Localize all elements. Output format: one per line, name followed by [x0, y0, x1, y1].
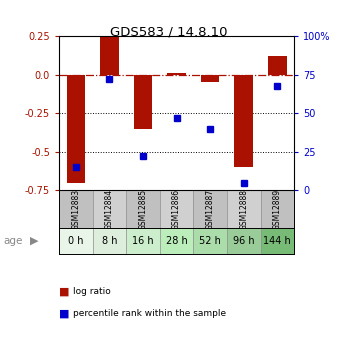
- Text: 16 h: 16 h: [132, 236, 154, 246]
- Text: age: age: [3, 236, 23, 246]
- Text: 8 h: 8 h: [102, 236, 117, 246]
- Text: GSM12889: GSM12889: [273, 188, 282, 230]
- Text: 144 h: 144 h: [263, 236, 291, 246]
- Text: 0 h: 0 h: [68, 236, 84, 246]
- Bar: [67, 75, 85, 183]
- Text: 96 h: 96 h: [233, 236, 255, 246]
- Text: GSM12886: GSM12886: [172, 188, 181, 230]
- Bar: [59, 190, 93, 228]
- Bar: [193, 190, 227, 228]
- Text: GSM12883: GSM12883: [71, 188, 80, 230]
- Bar: [261, 190, 294, 228]
- Bar: [227, 190, 261, 228]
- Text: log ratio: log ratio: [73, 287, 111, 296]
- Text: GSM12888: GSM12888: [239, 189, 248, 229]
- Text: GSM12885: GSM12885: [139, 188, 148, 230]
- Bar: [160, 190, 193, 228]
- Bar: [93, 190, 126, 228]
- Bar: [227, 228, 261, 254]
- Bar: [201, 75, 219, 82]
- Text: ■: ■: [59, 309, 70, 319]
- Text: 28 h: 28 h: [166, 236, 188, 246]
- Text: GSM12884: GSM12884: [105, 188, 114, 230]
- Text: percentile rank within the sample: percentile rank within the sample: [73, 309, 226, 318]
- Text: GDS583 / 14.8.10: GDS583 / 14.8.10: [110, 26, 228, 39]
- Bar: [59, 228, 93, 254]
- Text: GSM12887: GSM12887: [206, 188, 215, 230]
- Bar: [134, 75, 152, 129]
- Bar: [126, 190, 160, 228]
- Bar: [235, 75, 253, 167]
- Bar: [193, 228, 227, 254]
- Bar: [100, 36, 119, 75]
- Text: ▶: ▶: [30, 236, 39, 246]
- Bar: [167, 73, 186, 75]
- Bar: [160, 228, 193, 254]
- Bar: [126, 228, 160, 254]
- Text: ■: ■: [59, 287, 70, 296]
- Bar: [261, 228, 294, 254]
- Bar: [268, 56, 287, 75]
- Bar: [93, 228, 126, 254]
- Text: 52 h: 52 h: [199, 236, 221, 246]
